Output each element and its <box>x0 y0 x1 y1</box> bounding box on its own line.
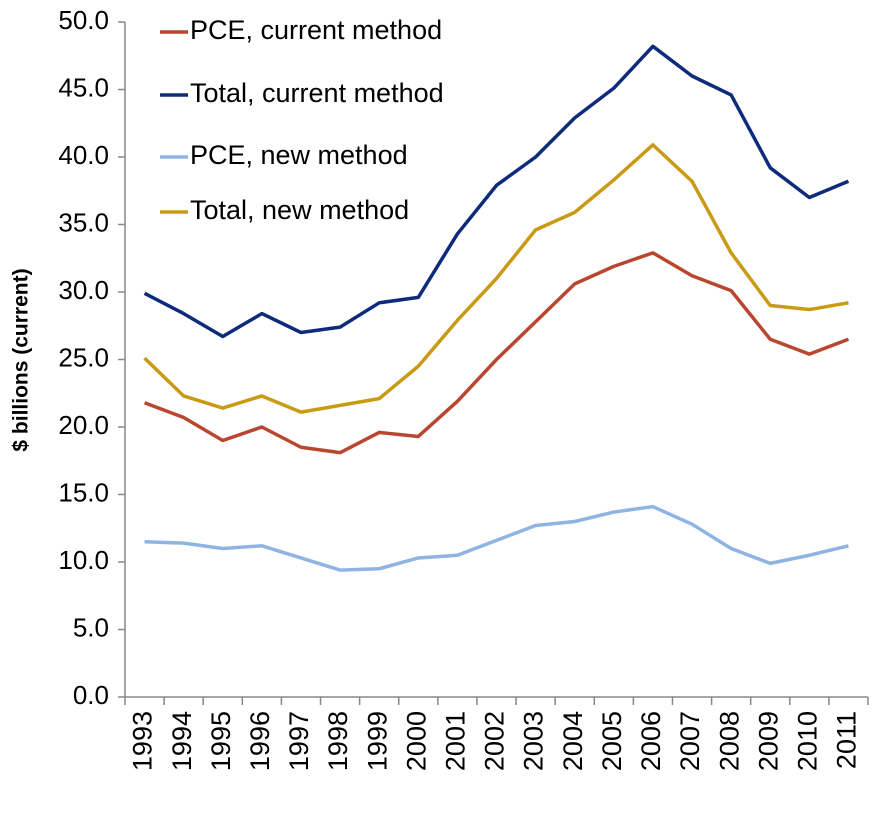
x-tick-label: 2004 <box>558 711 588 771</box>
y-tick-label: 30.0 <box>58 275 109 305</box>
y-tick-label: 20.0 <box>58 410 109 440</box>
x-tick-label: 1999 <box>362 711 392 771</box>
x-tick-label: 2003 <box>519 711 549 771</box>
y-tick-label: 40.0 <box>58 140 109 170</box>
x-tick-label: 1995 <box>206 711 236 771</box>
x-tick-label: 1994 <box>167 711 197 771</box>
x-tick-label: 2010 <box>792 711 822 771</box>
data-line <box>144 504 849 572</box>
x-tick-label: 2009 <box>753 711 783 771</box>
x-tick-label: 2007 <box>675 711 705 771</box>
y-tick-label: 5.0 <box>73 612 109 642</box>
x-tick-label: 2002 <box>480 711 510 771</box>
legend-label: PCE, new method <box>190 140 408 170</box>
y-tick-label: 0.0 <box>73 680 109 710</box>
x-tick-label: 2000 <box>401 711 431 771</box>
legend-label: Total, current method <box>190 78 444 108</box>
y-tick-label: 45.0 <box>58 72 109 102</box>
x-tick-label: 1996 <box>245 711 275 771</box>
y-tick-label: 15.0 <box>58 477 109 507</box>
legend-label: PCE, current method <box>190 15 442 45</box>
data-line <box>143 143 849 414</box>
y-tick-label: 35.0 <box>58 207 109 237</box>
x-tick-label: 2008 <box>714 711 744 771</box>
x-tick-label: 2001 <box>441 711 471 771</box>
legend-label: Total, new method <box>190 195 409 225</box>
y-tick-label: 50.0 <box>58 5 109 35</box>
x-tick-label: 1998 <box>323 711 353 771</box>
x-tick-label: 2011 <box>832 711 862 769</box>
x-tick-label: 2005 <box>597 711 627 771</box>
y-tick-label: 25.0 <box>58 342 109 372</box>
y-axis-title: $ billions (current) <box>10 268 33 451</box>
x-tick-label: 1993 <box>128 711 158 771</box>
data-line <box>143 44 850 339</box>
x-tick-label: 2006 <box>636 711 666 771</box>
y-tick-label: 10.0 <box>58 545 109 575</box>
x-tick-label: 1997 <box>284 711 314 771</box>
data-line <box>143 251 850 455</box>
